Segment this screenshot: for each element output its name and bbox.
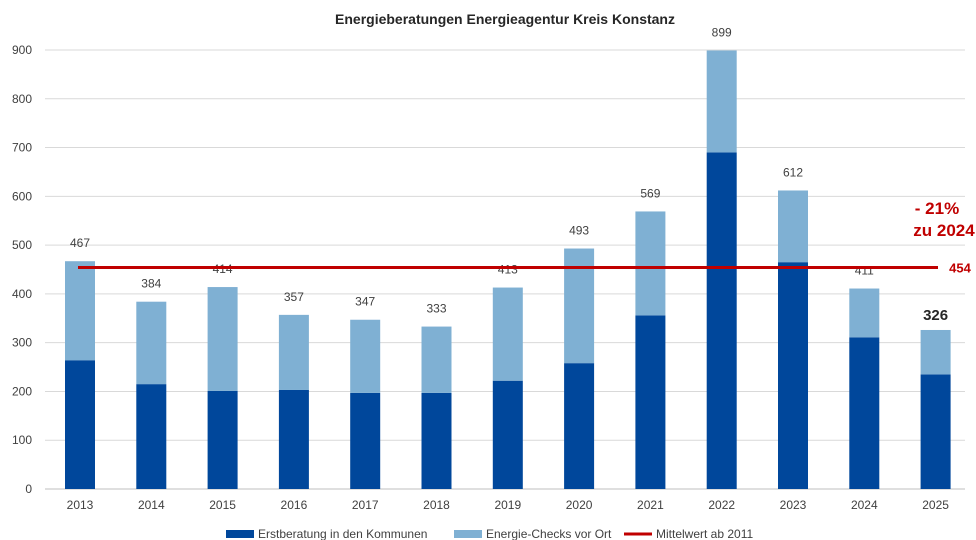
bar-total-label: 414 [213, 262, 233, 276]
y-tick-label: 400 [12, 287, 32, 301]
bar-erstberatung [278, 389, 309, 489]
bar-erstberatung [350, 392, 381, 489]
bar-total-label: 612 [783, 165, 803, 179]
bar-total-label: 326 [923, 307, 948, 324]
bar-energie-checks [564, 248, 595, 364]
bar-total-label: 357 [284, 290, 304, 304]
bar-energie-checks [635, 211, 666, 316]
x-tick-label: 2019 [494, 498, 521, 512]
legend-swatch-energie-checks [454, 530, 482, 538]
mean-line-label: 454 [949, 261, 971, 276]
bar-energie-checks [278, 314, 309, 390]
bar-erstberatung [635, 315, 666, 489]
bars [65, 50, 951, 489]
bar-energie-checks [350, 319, 381, 393]
bar-erstberatung [207, 390, 238, 489]
bar-erstberatung [564, 363, 595, 489]
reference-line: 454 [78, 261, 972, 276]
x-tick-label: 2014 [138, 498, 165, 512]
bar-total-label: 411 [855, 264, 874, 278]
annotation-percent: - 21% [915, 199, 959, 218]
bar-energie-checks [492, 287, 523, 381]
y-tick-label: 500 [12, 238, 32, 252]
y-tick-label: 300 [12, 336, 32, 350]
bar-total-label: 899 [712, 25, 732, 39]
y-tick-label: 700 [12, 141, 32, 155]
bar-energie-checks [136, 301, 167, 385]
bar-energie-checks [849, 288, 880, 338]
x-tick-label: 2020 [566, 498, 593, 512]
bar-erstberatung [778, 262, 808, 489]
y-tick-label: 900 [12, 43, 32, 57]
bar-erstberatung [492, 380, 523, 489]
x-tick-label: 2025 [922, 498, 949, 512]
chart-title: Energieberatungen Energieagentur Kreis K… [335, 11, 675, 27]
x-tick-label: 2018 [423, 498, 450, 512]
y-tick-label: 200 [12, 384, 32, 398]
legend-label-mean-line: Mittelwert ab 2011 [656, 527, 753, 540]
legend-label-energie-checks: Energie-Checks vor Ort [486, 527, 612, 540]
x-tick-label: 2024 [851, 498, 878, 512]
annotation-year: zu 2024 [913, 221, 975, 240]
bar-energie-checks [421, 326, 452, 393]
y-tick-label: 0 [25, 482, 32, 496]
bar-total-label: 347 [355, 295, 375, 309]
bar-energie-checks [706, 50, 737, 153]
x-tick-label: 2013 [67, 498, 94, 512]
x-axis: 2013 2014 2015 2016 2017 2018 2019 2020 2021 2022… [67, 498, 950, 512]
x-tick-label: 2022 [708, 498, 735, 512]
x-tick-label: 2016 [281, 498, 308, 512]
bar-total-label: 493 [569, 224, 589, 238]
bar-erstberatung [849, 337, 880, 489]
bar-erstberatung [920, 374, 951, 489]
bar-erstberatung [136, 384, 167, 489]
bar-total-label: 333 [426, 302, 446, 316]
data-labels: 467 384 414 357 347 333 413 493 569 899 612 411 326 [70, 25, 948, 323]
bar-erstberatung [65, 360, 95, 489]
bar-energie-checks [778, 190, 808, 263]
x-tick-label: 2021 [637, 498, 664, 512]
legend-label-erstberatung: Erstberatung in den Kommunen [258, 527, 427, 540]
legend-swatch-erstberatung [226, 530, 254, 538]
x-tick-label: 2015 [209, 498, 236, 512]
bar-energie-checks [207, 287, 238, 391]
x-tick-label: 2017 [352, 498, 379, 512]
bar-energie-checks [65, 261, 95, 361]
y-tick-label: 600 [12, 189, 32, 203]
legend: Erstberatung in den Kommunen Energie-Chec… [226, 527, 753, 540]
y-axis: 0 100 200 300 400 500 600 700 800 900 [12, 43, 32, 496]
bar-total-label: 384 [141, 277, 161, 291]
bar-energie-checks [920, 329, 951, 375]
y-tick-label: 800 [12, 92, 32, 106]
bar-total-label: 413 [498, 263, 518, 277]
bar-erstberatung [706, 152, 737, 489]
bar-total-label: 467 [70, 236, 90, 250]
bar-total-label: 569 [640, 186, 660, 200]
bar-erstberatung [421, 392, 452, 489]
x-tick-label: 2023 [780, 498, 807, 512]
y-tick-label: 100 [12, 433, 32, 447]
